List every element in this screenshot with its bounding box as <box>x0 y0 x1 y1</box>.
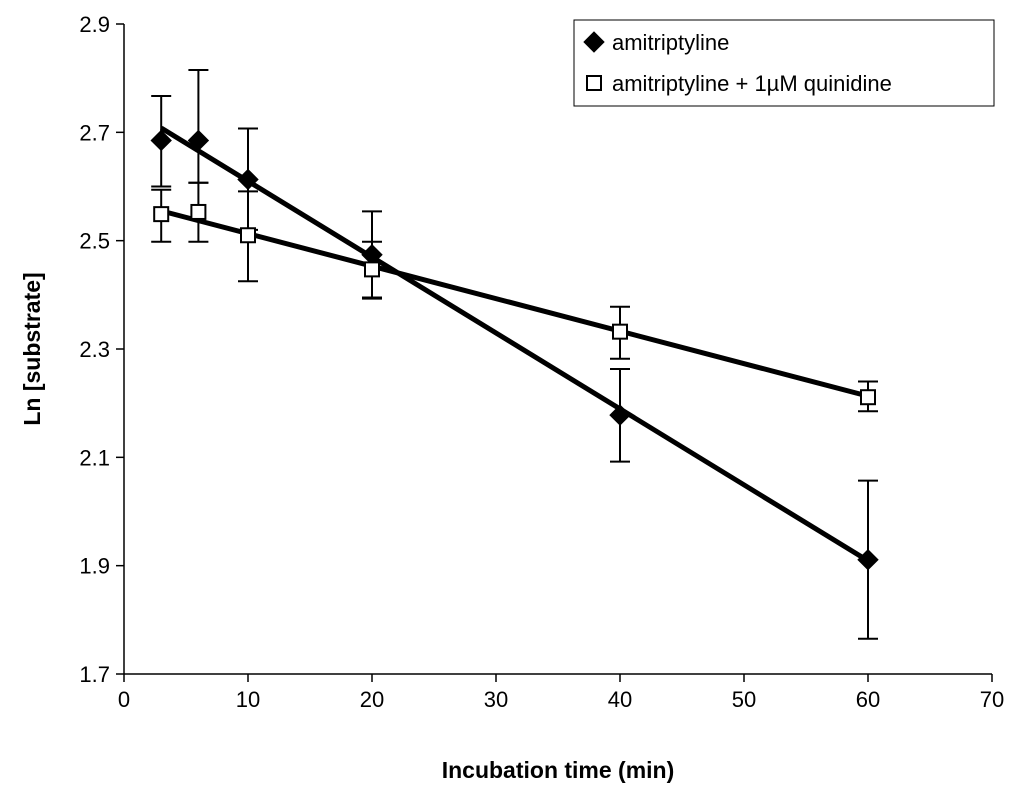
x-tick-label: 50 <box>732 687 756 712</box>
y-tick-label: 2.9 <box>79 12 110 37</box>
x-tick-label: 60 <box>856 687 880 712</box>
data-point <box>612 323 628 340</box>
series-1 <box>150 69 879 640</box>
data-point <box>150 129 172 152</box>
x-tick-label: 0 <box>118 687 130 712</box>
y-tick-label: 1.9 <box>79 554 110 579</box>
legend-label: amitriptyline + 1µM quinidine <box>612 71 892 96</box>
data-point <box>609 404 631 426</box>
trend-line <box>160 208 869 399</box>
trend-line <box>159 125 870 563</box>
data-point <box>240 227 256 244</box>
y-ticks: 1.7 1.9 2.1 2.3 2.5 2.7 2.9 <box>79 12 124 687</box>
x-tick-label: 70 <box>980 687 1004 712</box>
legend-box <box>573 19 995 107</box>
y-tick-label: 2.7 <box>79 120 110 145</box>
data-point <box>187 129 210 152</box>
x-ticks: 0 10 20 30 40 50 60 70 <box>118 674 1004 712</box>
data-point <box>237 168 259 191</box>
legend-marker <box>586 75 602 91</box>
data-point <box>153 206 170 223</box>
y-tick-label: 1.7 <box>79 662 110 687</box>
legend-item: amitriptyline + 1µM quinidine <box>586 71 892 96</box>
y-axis-title: Ln [substrate] <box>19 272 45 425</box>
legend-label: amitriptyline <box>612 30 729 55</box>
x-tick-label: 10 <box>236 687 260 712</box>
y-tick-label: 2.3 <box>79 337 110 362</box>
data-point <box>860 389 876 406</box>
x-axis-title: Incubation time (min) <box>442 757 675 783</box>
axes: 0 10 20 30 40 50 60 70 1.7 1.9 2.1 2.3 2.5 2.7 2.9 <box>79 12 1004 712</box>
legend-marker <box>583 31 605 53</box>
plot-content <box>150 69 879 640</box>
y-tick-label: 2.1 <box>79 445 110 470</box>
series-2 <box>151 181 878 413</box>
x-tick-label: 20 <box>360 687 384 712</box>
y-tick-label: 2.5 <box>79 229 110 254</box>
legend-items: amitriptyline amitriptyline + 1µM quinidi… <box>583 30 892 96</box>
legend: amitriptyline amitriptyline + 1µM quinidi… <box>573 19 995 107</box>
x-tick-label: 40 <box>608 687 632 712</box>
data-point <box>190 203 207 220</box>
data-point <box>364 261 380 278</box>
data-point <box>857 549 879 571</box>
legend-item: amitriptyline <box>583 30 729 55</box>
x-tick-label: 30 <box>484 687 508 712</box>
